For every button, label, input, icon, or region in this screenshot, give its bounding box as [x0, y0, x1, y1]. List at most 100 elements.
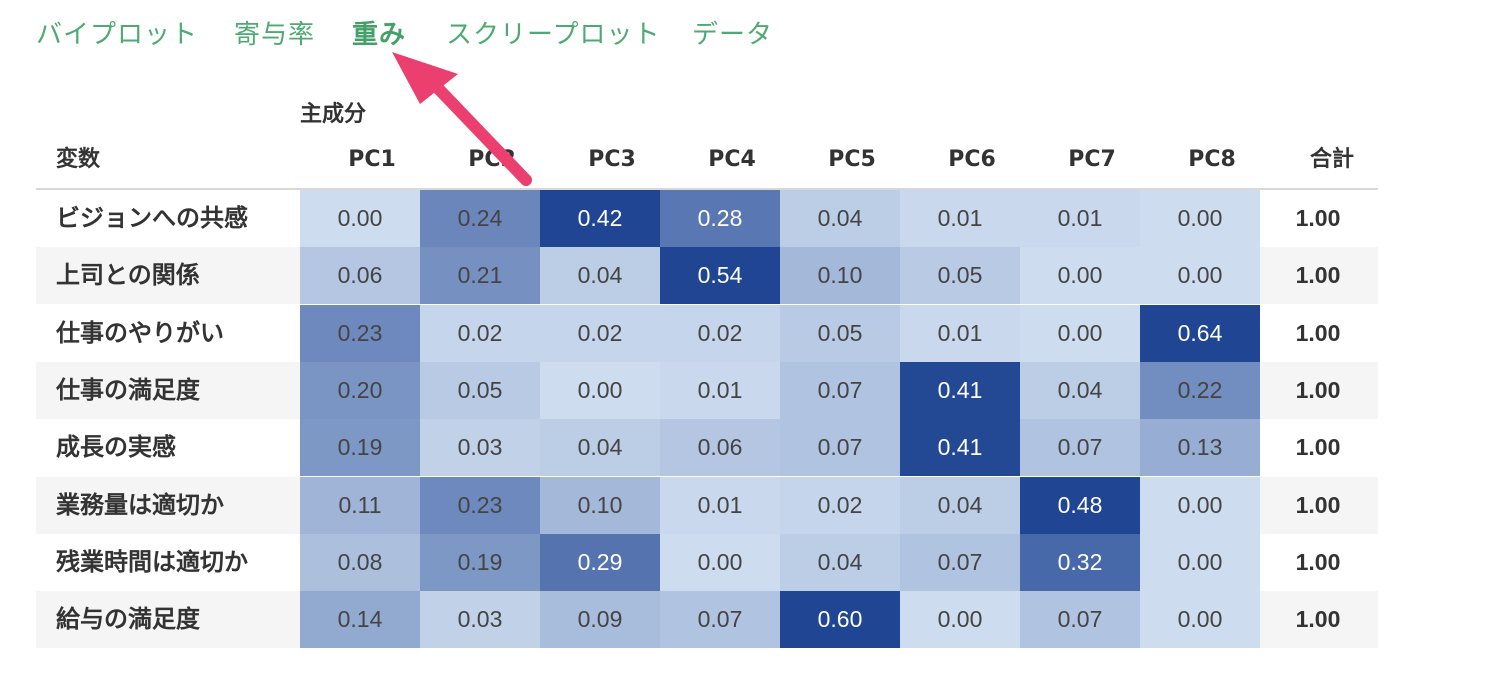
weight-cell: 0.08	[300, 534, 420, 591]
weight-cell: 0.05	[420, 362, 540, 419]
weight-cell: 0.02	[660, 305, 780, 362]
weight-cell: 0.10	[540, 477, 660, 534]
row-variable-label: 仕事の満足度	[56, 376, 200, 404]
weight-cell: 0.00	[300, 190, 420, 247]
weight-cell: 0.54	[660, 247, 780, 304]
column-header-pc3: PC3	[588, 147, 636, 172]
weight-cell: 0.22	[1140, 362, 1260, 419]
weight-cell: 0.02	[420, 305, 540, 362]
weight-cell: 0.41	[900, 419, 1020, 476]
weight-cell: 0.21	[420, 247, 540, 304]
weight-cell: 0.00	[1140, 591, 1260, 648]
principal-component-group-header: 主成分	[300, 102, 367, 127]
weight-cell: 0.02	[540, 305, 660, 362]
weight-cell: 0.19	[420, 534, 540, 591]
column-header-pc1: PC1	[348, 147, 396, 172]
weight-cell: 0.20	[300, 362, 420, 419]
weight-cell: 0.06	[660, 419, 780, 476]
row-variable-label: 業務量は適切か	[56, 491, 224, 519]
row-total: 1.00	[1295, 492, 1341, 518]
weight-cell: 0.04	[540, 247, 660, 304]
total-column-header: 合計	[1309, 147, 1354, 172]
weight-cell: 0.07	[660, 591, 780, 648]
weight-cell: 0.07	[1020, 419, 1140, 476]
weight-cell: 0.04	[780, 534, 900, 591]
weight-cell: 0.00	[1140, 477, 1260, 534]
row-variable-label: 給与の満足度	[56, 605, 200, 633]
weight-cell: 0.01	[900, 190, 1020, 247]
weight-cell: 0.03	[420, 419, 540, 476]
row-total: 1.00	[1295, 606, 1341, 632]
row-total: 1.00	[1295, 377, 1341, 403]
table-row: 成長の実感 0.19 0.03 0.04 0.06 0.07 0.41 0.07 0.13 1.0…	[36, 419, 1378, 476]
weight-cell: 0.01	[1020, 190, 1140, 247]
row-variable-label: 成長の実感	[56, 433, 176, 461]
weight-cell: 0.03	[420, 591, 540, 648]
tab-biplot[interactable]: バイプロット	[36, 20, 199, 50]
weight-cell: 0.00	[1140, 247, 1260, 304]
row-total: 1.00	[1295, 320, 1341, 346]
weight-cell: 0.14	[300, 591, 420, 648]
weight-cell: 0.01	[900, 305, 1020, 362]
row-variable-label: ビジョンへの共感	[56, 204, 248, 232]
row-variable-label: 残業時間は適切か	[56, 548, 248, 576]
weight-cell: 0.00	[1020, 247, 1140, 304]
weight-cell: 0.09	[540, 591, 660, 648]
header-divider	[36, 188, 1378, 190]
tab-data[interactable]: データ	[692, 20, 774, 50]
weight-cell: 0.42	[540, 190, 660, 247]
weight-cell: 0.05	[780, 305, 900, 362]
weight-cell: 0.07	[1020, 591, 1140, 648]
weight-cell: 0.10	[780, 247, 900, 304]
column-header-pc4: PC4	[708, 147, 756, 172]
table-row: 仕事のやりがい 0.23 0.02 0.02 0.02 0.05 0.01 0.00 0.64 1…	[36, 305, 1378, 362]
weight-cell: 0.32	[1020, 534, 1140, 591]
weight-cell: 0.04	[540, 419, 660, 476]
weight-cell: 0.00	[1140, 190, 1260, 247]
weight-cell: 0.04	[780, 190, 900, 247]
weight-cell: 0.07	[780, 362, 900, 419]
weight-cell: 0.60	[780, 591, 900, 648]
tab-weights[interactable]: 重み	[352, 20, 407, 50]
tab-contribution[interactable]: 寄与率	[234, 20, 316, 50]
weight-cell: 0.00	[1140, 534, 1260, 591]
weight-cell: 0.11	[300, 477, 420, 534]
weight-cell: 0.64	[1140, 305, 1260, 362]
table-row: ビジョンへの共感 0.00 0.24 0.42 0.28 0.04 0.01 0.01 0.00…	[36, 190, 1378, 247]
weight-cell: 0.04	[900, 477, 1020, 534]
weight-cell: 0.07	[780, 419, 900, 476]
table-row: 上司との関係 0.06 0.21 0.04 0.54 0.10 0.05 0.00 0.00 1.…	[36, 247, 1378, 304]
row-variable-label: 仕事のやりがい	[56, 319, 224, 347]
column-header-pc2: PC2	[468, 147, 516, 172]
weight-cell: 0.41	[900, 362, 1020, 419]
weight-cell: 0.01	[660, 477, 780, 534]
weight-cell: 0.29	[540, 534, 660, 591]
weight-cell: 0.13	[1140, 419, 1260, 476]
weight-cell: 0.28	[660, 190, 780, 247]
weight-cell: 0.24	[420, 190, 540, 247]
column-header-pc8: PC8	[1188, 147, 1236, 172]
weight-cell: 0.00	[1020, 305, 1140, 362]
tab-scree-plot[interactable]: スクリープロット	[446, 20, 661, 50]
table-row: 業務量は適切か 0.11 0.23 0.10 0.01 0.02 0.04 0.48 0.00 1…	[36, 477, 1378, 534]
weight-cell: 0.02	[780, 477, 900, 534]
tab-bar: バイプロット 寄与率 重み スクリープロット データ	[0, 0, 1512, 64]
table-row: 残業時間は適切か 0.08 0.19 0.29 0.00 0.04 0.07 0.32 0.00…	[36, 534, 1378, 591]
column-header-pc7: PC7	[1068, 147, 1116, 172]
table-row: 給与の満足度 0.14 0.03 0.09 0.07 0.60 0.00 0.07 0.00 1.…	[36, 591, 1378, 648]
weight-cell: 0.07	[900, 534, 1020, 591]
column-header-pc6: PC6	[948, 147, 996, 172]
weight-cell: 0.05	[900, 247, 1020, 304]
table-row: 仕事の満足度 0.20 0.05 0.00 0.01 0.07 0.41 0.04 0.22 1.…	[36, 362, 1378, 419]
weight-cell: 0.23	[300, 305, 420, 362]
weight-cell: 0.00	[900, 591, 1020, 648]
weight-cell: 0.48	[1020, 477, 1140, 534]
row-total: 1.00	[1295, 434, 1341, 460]
weight-cell: 0.04	[1020, 362, 1140, 419]
weight-cell: 0.01	[660, 362, 780, 419]
row-total: 1.00	[1295, 205, 1341, 231]
weight-cell: 0.00	[540, 362, 660, 419]
weight-cell: 0.00	[660, 534, 780, 591]
weight-cell: 0.23	[420, 477, 540, 534]
weight-cell: 0.06	[300, 247, 420, 304]
